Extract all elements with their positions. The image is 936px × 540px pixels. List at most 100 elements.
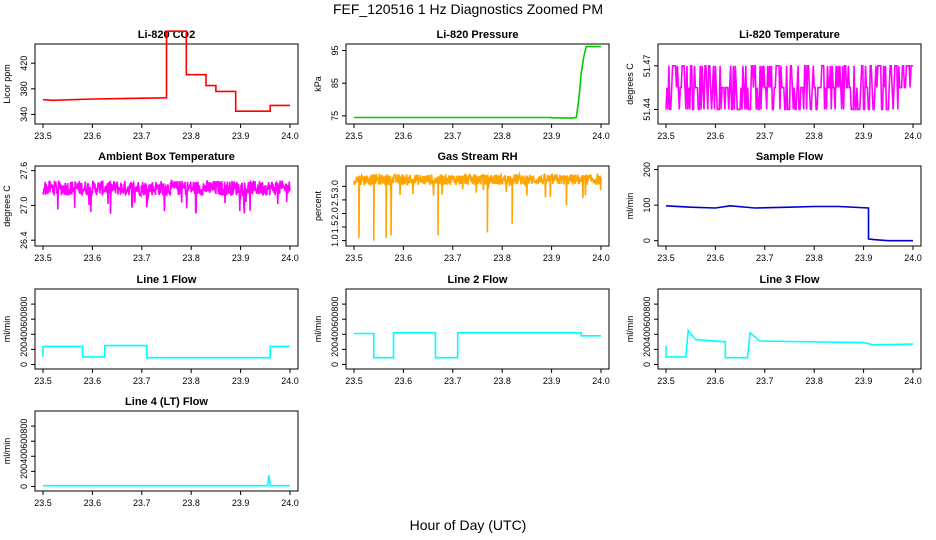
x-tick-label: 23.9	[232, 376, 250, 386]
y-tick-label: 51.44	[642, 98, 652, 121]
panel-frame	[34, 410, 299, 492]
y-axis-label: ml/min	[313, 316, 323, 343]
x-tick-label: 23.7	[133, 253, 151, 263]
panel-3: Li-820 Temperature degrees C 23.5 23.6 23.7 2…	[625, 29, 922, 141]
y-tick-label: 400	[642, 327, 652, 342]
panel-frame	[657, 43, 922, 125]
series-line	[665, 65, 913, 111]
y-tick-label: 800	[19, 297, 29, 312]
x-tick-label: 23.5	[657, 376, 675, 386]
y-tick-label: 400	[19, 449, 29, 464]
panel-title: Sample Flow	[756, 151, 824, 163]
x-tick-label: 24.0	[281, 253, 299, 263]
x-tick-label: 23.7	[444, 131, 462, 141]
y-tick-label: 200	[19, 342, 29, 357]
y-tick-label: 0	[19, 362, 29, 367]
x-tick-label: 24.0	[592, 253, 610, 263]
x-tick-label: 24.0	[281, 376, 299, 386]
y-tick-label: 200	[330, 342, 340, 357]
y-tick-label: 0	[19, 484, 29, 489]
series-line	[665, 204, 913, 242]
y-tick-label: 380	[19, 81, 29, 96]
panel-2: Li-820 Pressure kPa 23.5 23.6 23.7 23.8 23.9 24…	[313, 29, 610, 141]
x-tick-label: 24.0	[904, 253, 922, 263]
series-line	[43, 475, 290, 487]
x-tick-label: 23.5	[345, 131, 363, 141]
panel-7: Line 1 Flow ml/min 23.5 23.6 23.7 23.8 23.9 24.…	[2, 274, 299, 386]
y-tick-label: 0	[642, 238, 652, 243]
x-tick-label: 23.6	[395, 131, 413, 141]
series-line	[354, 332, 601, 359]
panel-frame	[657, 165, 922, 247]
x-tick-label: 23.6	[707, 376, 725, 386]
y-tick-label: 200	[642, 342, 652, 357]
x-tick-label: 23.9	[232, 498, 250, 508]
y-tick-label: 0	[642, 362, 652, 367]
y-tick-label: 800	[330, 297, 340, 312]
x-tick-label: 23.9	[232, 131, 250, 141]
panel-5: Gas Stream RH percent 23.5 23.6 23.7 23.8 23.9…	[313, 151, 610, 263]
x-tick-label: 23.6	[84, 131, 102, 141]
x-tick-label: 23.9	[232, 253, 250, 263]
x-tick-label: 23.5	[34, 253, 52, 263]
y-tick-label: 1.5	[330, 221, 340, 234]
panel-title: Gas Stream RH	[437, 151, 517, 163]
panel-4: Ambient Box Temperature degrees C 23.5 23.6…	[2, 151, 299, 263]
y-tick-label: 75	[330, 111, 340, 121]
x-tick-label: 23.6	[395, 253, 413, 263]
x-tick-label: 23.8	[182, 253, 200, 263]
y-tick-label: 27.6	[19, 162, 29, 180]
x-tick-label: 23.6	[84, 253, 102, 263]
panel-title: Ambient Box Temperature	[98, 151, 235, 163]
y-tick-label: 26.4	[19, 231, 29, 249]
y-tick-label: 800	[19, 419, 29, 434]
y-axis-label: degrees C	[625, 63, 635, 105]
series-line	[42, 344, 290, 359]
x-tick-label: 23.6	[84, 498, 102, 508]
panel-title: Line 1 Flow	[137, 274, 197, 286]
x-tick-label: 23.7	[444, 376, 462, 386]
x-tick-label: 23.5	[34, 498, 52, 508]
panel-title: Li-820 Temperature	[739, 29, 840, 41]
y-axis-label: ml/min	[625, 193, 635, 220]
y-tick-label: 600	[330, 312, 340, 327]
x-tick-label: 23.8	[805, 253, 823, 263]
panel-frame	[345, 165, 610, 247]
figure-title: FEF_120516 1 Hz Diagnostics Zoomed PM	[332, 1, 603, 17]
panel-10: Line 4 (LT) Flow ml/min 23.5 23.6 23.7 23.8 23…	[2, 396, 299, 508]
x-tick-label: 23.6	[395, 376, 413, 386]
series-line	[42, 179, 291, 214]
panel-title: Line 3 Flow	[760, 274, 820, 286]
series-line	[42, 30, 290, 112]
x-tick-label: 23.5	[657, 131, 675, 141]
x-tick-label: 23.5	[345, 376, 363, 386]
x-tick-label: 23.7	[756, 376, 774, 386]
y-tick-label: 200	[642, 162, 652, 177]
y-tick-label: 400	[330, 327, 340, 342]
y-tick-label: 600	[19, 434, 29, 449]
y-tick-label: 27.0	[19, 197, 29, 215]
x-tick-label: 24.0	[281, 131, 299, 141]
y-axis-label: kPa	[313, 76, 323, 92]
x-tick-label: 24.0	[592, 376, 610, 386]
series-line	[354, 45, 601, 119]
x-tick-label: 24.0	[281, 498, 299, 508]
x-tick-label: 23.8	[493, 131, 511, 141]
y-tick-label: 0	[330, 362, 340, 367]
x-tick-label: 23.8	[805, 376, 823, 386]
x-tick-label: 23.7	[756, 131, 774, 141]
y-tick-label: 95	[330, 46, 340, 56]
x-tick-label: 23.5	[34, 376, 52, 386]
x-tick-label: 24.0	[904, 376, 922, 386]
y-axis-label: ml/min	[2, 438, 12, 465]
panel-9: Line 3 Flow ml/min 23.5 23.6 23.7 23.8 23.9 24.…	[625, 274, 922, 386]
x-tick-label: 23.5	[657, 253, 675, 263]
panel-frame	[34, 165, 299, 247]
y-tick-label: 51.47	[642, 55, 652, 78]
y-tick-label: 420	[19, 56, 29, 71]
y-tick-label: 200	[19, 464, 29, 479]
y-tick-label: 400	[19, 327, 29, 342]
x-tick-label: 24.0	[904, 131, 922, 141]
y-axis-label: percent	[313, 190, 323, 221]
x-tick-label: 23.8	[182, 131, 200, 141]
